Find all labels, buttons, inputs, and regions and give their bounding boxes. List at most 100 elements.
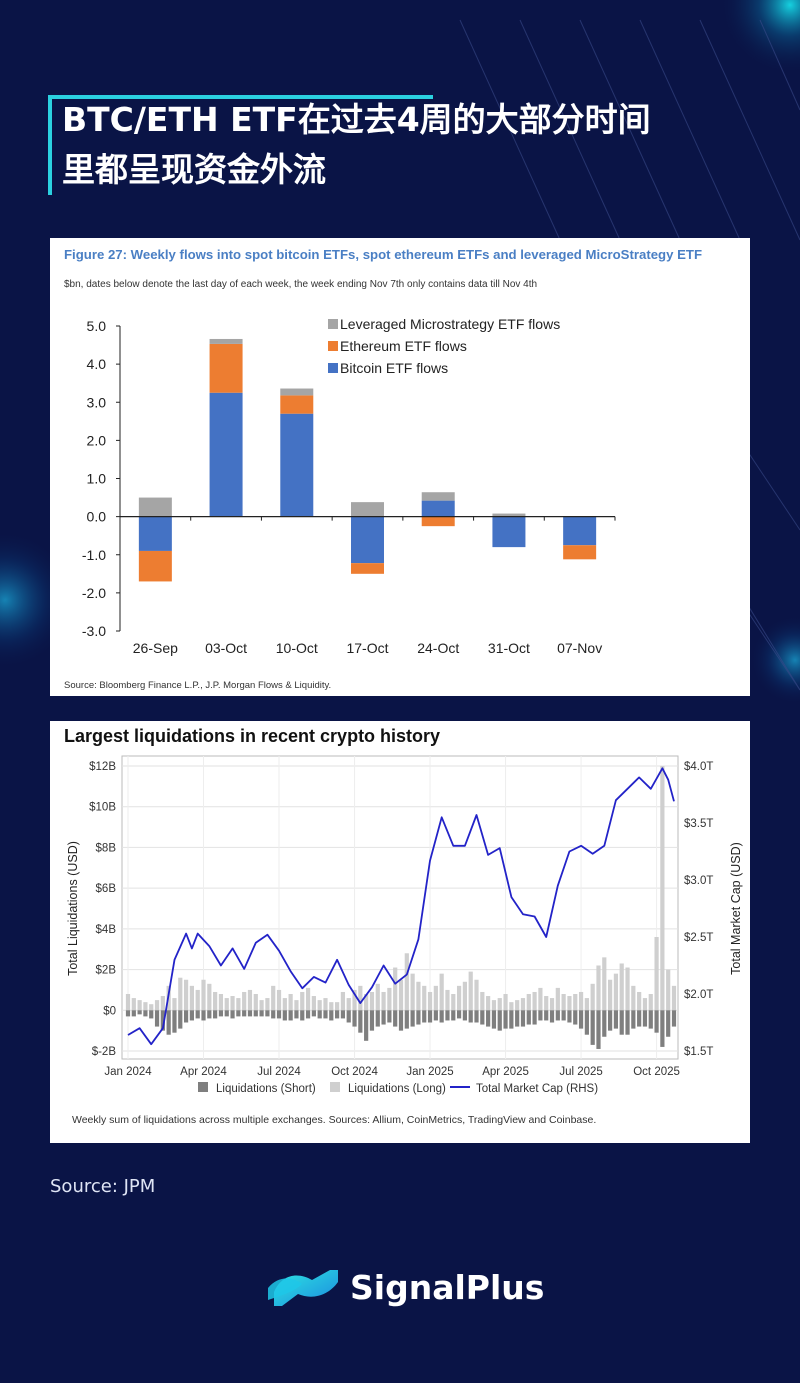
short-liquidation-bar: [596, 1010, 601, 1049]
long-liquidation-bar: [224, 998, 229, 1011]
short-liquidation-bar: [532, 1010, 537, 1025]
long-liquidation-bar: [236, 998, 241, 1011]
short-liquidation-bar: [242, 1010, 247, 1017]
short-liquidation-bar: [456, 1010, 462, 1019]
y-right-axis-title: Total Market Cap (USD): [729, 842, 743, 975]
short-liquidation-bar: [503, 1010, 508, 1029]
long-liquidation-bar: [520, 998, 526, 1011]
long-liquidation-bar: [364, 994, 369, 1011]
short-liquidation-bar: [183, 1010, 189, 1023]
long-liquidation-bar: [137, 1000, 142, 1011]
short-liquidation-bar: [468, 1010, 473, 1023]
y-tick-label: 1.0: [87, 471, 107, 487]
long-liquidation-bar: [555, 987, 560, 1011]
short-liquidation-bar: [346, 1010, 351, 1023]
legend-label: Leveraged Microstrategy ETF flows: [340, 316, 560, 332]
liquidations-source: Weekly sum of liquidations across multip…: [72, 1114, 597, 1126]
y-tick-label: 4.0: [87, 356, 107, 372]
long-liquidation-bar: [387, 987, 392, 1011]
long-liquidation-bar: [637, 991, 642, 1011]
brand-name: SignalPlus: [350, 1268, 545, 1307]
short-liquidation-bar: [613, 1010, 619, 1029]
short-liquidation-bar: [329, 1010, 334, 1021]
long-liquidation-bar: [648, 994, 653, 1011]
x-tick-label: 24-Oct: [417, 640, 459, 656]
short-liquidation-bar: [137, 1010, 142, 1015]
title-line-2: 里都呈现资金外流: [62, 150, 326, 189]
long-liquidation-bar: [317, 1000, 322, 1011]
short-liquidation-bar: [404, 1010, 409, 1029]
short-liquidation-bar: [561, 1010, 566, 1021]
long-liquidation-bar: [654, 937, 659, 1011]
long-liquidation-bar: [503, 994, 508, 1011]
long-liquidation-bar: [143, 1002, 148, 1011]
short-liquidation-bar: [218, 1010, 224, 1017]
long-liquidation-bar: [294, 1000, 299, 1011]
legend-swatch: [328, 363, 338, 373]
long-liquidation-bar: [247, 989, 253, 1011]
y-left-tick-label: $6B: [96, 883, 117, 895]
long-liquidation-bar: [375, 983, 380, 1011]
long-liquidation-bar: [300, 991, 305, 1011]
legend-label-marketcap: Total Market Cap (RHS): [476, 1083, 598, 1095]
x-tick-label: Oct 2024: [331, 1066, 378, 1078]
bar-segment: [209, 343, 243, 393]
long-liquidation-bar: [515, 1000, 520, 1011]
short-liquidation-bar: [276, 1010, 282, 1019]
long-liquidation-bar: [532, 991, 537, 1011]
short-liquidation-bar: [247, 1010, 253, 1017]
long-liquidation-bar: [340, 991, 346, 1011]
long-liquidation-bar: [404, 953, 409, 1011]
y-tick-label: -3.0: [82, 623, 106, 639]
etf-figure-source: Source: Bloomberg Finance L.P., J.P. Mor…: [64, 680, 332, 691]
long-liquidation-bar: [189, 985, 194, 1011]
market-cap-line: [127, 767, 675, 1046]
x-tick-label: 03-Oct: [205, 640, 247, 656]
short-liquidation-bar: [619, 1010, 624, 1035]
legend-swatch-long: [330, 1082, 340, 1092]
long-liquidation-bar: [253, 994, 258, 1011]
long-liquidation-bar: [497, 998, 502, 1011]
short-liquidation-bar: [515, 1010, 520, 1027]
legend-label-short: Liquidations (Short): [216, 1083, 316, 1095]
long-liquidation-bar: [265, 998, 270, 1011]
y-tick-label: -1.0: [82, 547, 106, 563]
short-liquidation-bar: [253, 1010, 258, 1017]
short-liquidation-bar: [166, 1010, 171, 1035]
long-liquidation-bar: [160, 996, 165, 1011]
bar-segment: [138, 497, 172, 517]
long-liquidation-bar: [456, 985, 462, 1011]
bar-segment: [563, 516, 597, 546]
long-liquidation-bar: [311, 996, 316, 1011]
short-liquidation-bar: [462, 1010, 467, 1021]
y-left-tick-label: $8B: [96, 842, 117, 854]
y-right-tick-label: $2.5T: [684, 932, 713, 944]
bar-segment: [280, 395, 314, 414]
short-liquidation-bar: [555, 1010, 560, 1021]
short-liquidation-bar: [416, 1010, 421, 1025]
short-liquidation-bar: [178, 1010, 183, 1029]
y-left-axis-title: Total Liquidations (USD): [66, 841, 80, 976]
long-liquidation-bar: [271, 985, 276, 1011]
liquidations-chart-title: Largest liquidations in recent crypto hi…: [64, 726, 441, 746]
x-tick-label: 17-Oct: [346, 640, 388, 656]
y-tick-label: 3.0: [87, 394, 107, 410]
long-liquidation-bar: [608, 979, 613, 1011]
short-liquidation-bar: [294, 1010, 299, 1019]
x-tick-label: 10-Oct: [276, 640, 318, 656]
long-liquidation-bar: [538, 987, 543, 1011]
long-liquidation-bar: [480, 991, 485, 1011]
short-liquidation-bar: [567, 1010, 572, 1023]
long-liquidation-bar: [445, 989, 450, 1011]
bar-segment: [421, 516, 455, 527]
bar-segment: [351, 516, 384, 564]
short-liquidation-bar: [427, 1010, 433, 1023]
short-liquidation-bar: [642, 1010, 648, 1027]
long-liquidation-bar: [491, 1000, 497, 1011]
long-liquidation-bar: [509, 1002, 514, 1011]
long-liquidation-bar: [125, 994, 131, 1011]
long-liquidation-bar: [305, 987, 311, 1011]
long-liquidation-bar: [213, 991, 218, 1011]
short-liquidation-bar: [352, 1010, 357, 1027]
long-liquidation-bar: [154, 1000, 160, 1011]
